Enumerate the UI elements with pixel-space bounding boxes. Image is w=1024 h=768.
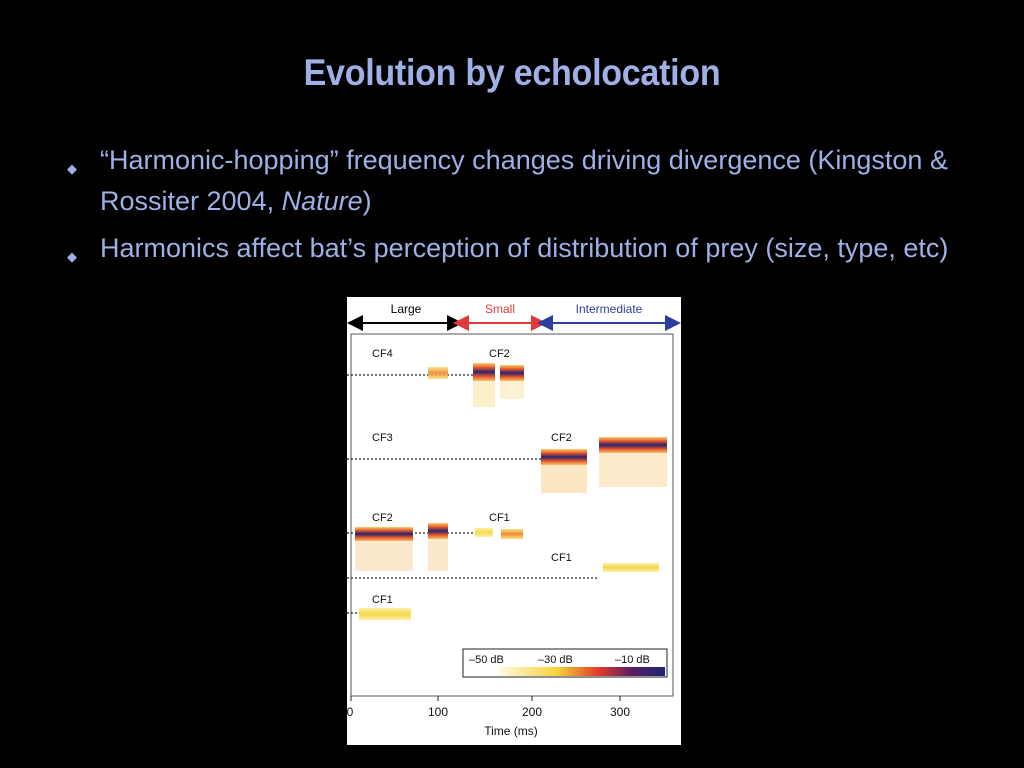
cf-label-cf3: CF3 — [372, 432, 393, 444]
x-tick-200: 200 — [522, 705, 542, 719]
cf-label-cf4: CF4 — [372, 348, 393, 360]
diamond-bullet-icon: ◆ — [67, 249, 77, 264]
cf-label-cf1-small: CF1 — [489, 512, 510, 524]
colorbar-gradient — [499, 667, 665, 676]
bullet-italic-journal: Nature — [281, 186, 363, 216]
group-label-intermediate: Intermediate — [576, 302, 643, 316]
cf-label-cf1-large: CF1 — [372, 594, 393, 606]
colorbar-label-min: –50 dB — [469, 654, 504, 666]
spectrogram-figure: Large Small Intermediate CF4 CF2 CF3 CF2… — [347, 297, 681, 745]
bullet-item-harmonic-hopping: ◆ “Harmonic-hopping” frequency changes d… — [62, 140, 962, 222]
bullet-item-harmonics: ◆ Harmonics affect bat’s perception of d… — [62, 228, 962, 269]
bullet-text: Harmonics affect bat’s perception of dis… — [100, 233, 949, 263]
colorbar-label-mid: –30 dB — [538, 654, 573, 666]
cf-label-cf2-small: CF2 — [489, 348, 510, 360]
diamond-bullet-icon: ◆ — [67, 161, 77, 176]
group-label-small: Small — [485, 302, 515, 316]
group-header-intermediate: Intermediate — [537, 302, 681, 331]
group-header-large: Large — [347, 302, 463, 331]
cf-label-cf1-intermediate: CF1 — [551, 552, 572, 564]
bullet-text: “Harmonic-hopping” frequency changes dri… — [100, 145, 948, 216]
cf-label-cf2-large: CF2 — [372, 512, 393, 524]
x-axis-label: Time (ms) — [484, 724, 538, 738]
x-tick-0: 0 — [347, 705, 354, 719]
cf-label-cf2-intermediate: CF2 — [551, 432, 572, 444]
colorbar-legend: –50 dB –30 dB –10 dB — [462, 648, 668, 678]
bullet-list: ◆ “Harmonic-hopping” frequency changes d… — [62, 140, 962, 275]
group-label-large: Large — [391, 302, 422, 316]
x-tick-100: 100 — [428, 705, 448, 719]
colorbar-label-max: –10 dB — [615, 654, 650, 666]
plot-frame — [350, 333, 674, 697]
slide-title: Evolution by echolocation — [303, 52, 721, 93]
group-header-small: Small — [453, 302, 547, 331]
spectrogram-traces — [355, 363, 667, 620]
x-tick-300: 300 — [610, 705, 630, 719]
bullet-text-end: ) — [362, 186, 372, 216]
harmonic-baselines — [347, 374, 599, 614]
